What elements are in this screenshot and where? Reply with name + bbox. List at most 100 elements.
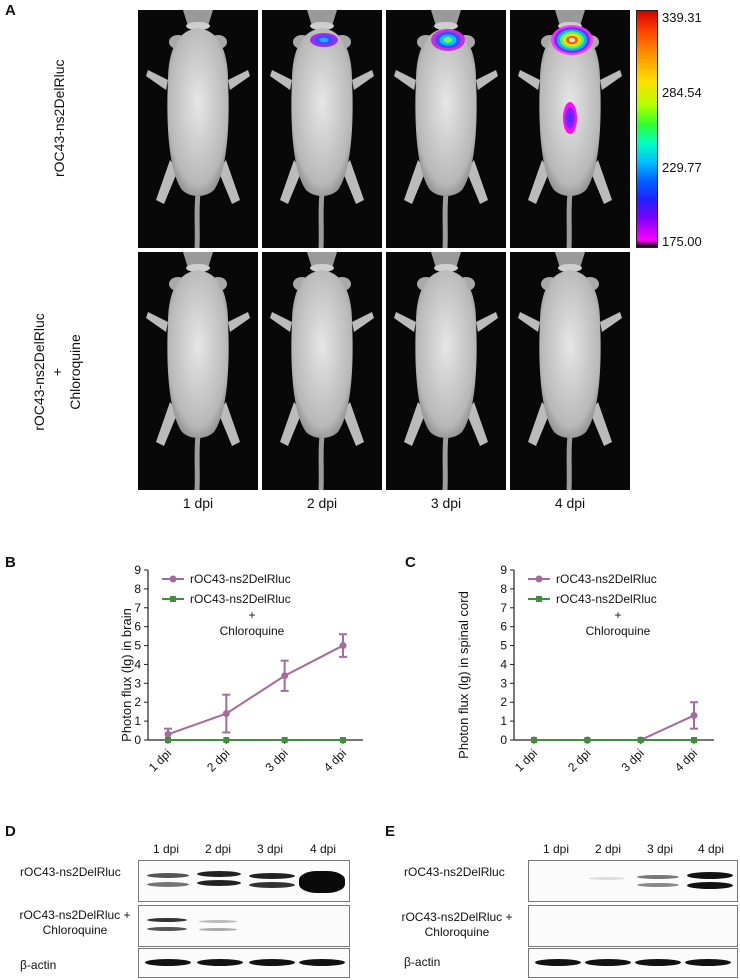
- panel-label-d: D: [5, 823, 16, 840]
- band: [299, 959, 345, 966]
- blot-d-row2-label: rOC43-ns2DelRluc + Chloroquine: [10, 908, 140, 938]
- legend-entry-line2: +: [614, 608, 621, 622]
- series-line: [534, 714, 695, 741]
- band: [637, 883, 679, 887]
- data-point: [281, 737, 288, 743]
- data-point: [531, 737, 537, 743]
- y-tick-label: 0: [134, 733, 141, 747]
- row-label-chloroquine-line1: rOC43-ns2DelRluc: [31, 313, 47, 431]
- spinal-cord-signal: [567, 112, 573, 124]
- legend-entry-line3: Chloroquine: [220, 624, 285, 638]
- legend-entry: rOC43-ns2DelRluc: [556, 572, 657, 586]
- x-tick-label: 1 dpi: [146, 746, 174, 774]
- band: [637, 875, 679, 879]
- band: [147, 873, 189, 878]
- legend-marker: [169, 575, 177, 583]
- blot-e-row1: [528, 860, 738, 902]
- tail: [318, 193, 325, 248]
- data-point: [223, 737, 230, 743]
- colorbar-max: 339.31: [662, 10, 702, 25]
- mouse-image: [138, 10, 258, 248]
- legend-marker: [170, 596, 176, 602]
- chart-c-ylabel: Photon flux (lg) in spinal cord: [456, 591, 471, 759]
- legend-marker: [536, 596, 542, 602]
- blot-d-row2: [138, 905, 350, 947]
- y-tick-label: 8: [134, 582, 141, 596]
- mouse-body: [539, 270, 601, 438]
- band: [197, 959, 243, 966]
- legend-entry-line2: +: [248, 608, 255, 622]
- row-label-chloroquine-line3: Chloroquine: [67, 334, 83, 410]
- nose-cone: [183, 252, 213, 268]
- band: [197, 871, 241, 877]
- tail: [442, 193, 449, 248]
- bioluminescence-signal: [319, 37, 329, 43]
- y-tick-label: 7: [500, 601, 507, 615]
- panel-label-e: E: [385, 823, 396, 840]
- mouse-image: [262, 252, 382, 490]
- blot-d-lane-3: 3 dpi: [256, 842, 284, 856]
- y-tick-label: 3: [500, 676, 507, 690]
- chart-spinal-cord: 0 1 2 3 4 5 6 7 8 9 1 dpi 2 dpi 3 dpi 4 dpi rOC43-ns2D…: [500, 563, 714, 775]
- panel-label-b: B: [5, 554, 16, 571]
- band: [589, 877, 625, 880]
- mouse-body: [415, 28, 477, 196]
- y-tick-label: 2: [134, 695, 141, 709]
- blot-e-row2: [528, 905, 738, 947]
- blot-e-row1-label: rOC43-ns2DelRluc: [404, 865, 505, 879]
- mouse-body: [167, 270, 229, 438]
- nose-cone: [431, 10, 461, 26]
- y-tick-label: 4: [134, 657, 141, 671]
- x-tick-label: 4 dpi: [321, 746, 349, 774]
- blot-d-row1-label: rOC43-ns2DelRluc: [20, 865, 121, 879]
- blot-d-row3-label: β-actin: [20, 958, 57, 972]
- legend-entry: rOC43-ns2DelRluc: [190, 592, 291, 606]
- band: [199, 928, 237, 931]
- colorbar-min: 175.00: [662, 234, 702, 249]
- data-point: [637, 737, 644, 743]
- dpi-label-2: 2 dpi: [306, 495, 338, 511]
- band: [249, 882, 295, 888]
- mouse-body: [415, 270, 477, 438]
- x-tick-label: 3 dpi: [262, 746, 290, 774]
- blot-d-row1: [138, 860, 350, 902]
- y-tick-label: 1: [500, 714, 507, 728]
- band: [535, 959, 581, 966]
- mouse-image: [262, 10, 382, 248]
- band: [147, 918, 187, 922]
- blot-d-lane-1: 1 dpi: [152, 842, 180, 856]
- y-tick-label: 2: [500, 695, 507, 709]
- x-tick-label: 3 dpi: [618, 746, 646, 774]
- blot-e-row2-label-line2: Chloroquine: [424, 925, 490, 939]
- y-tick-label: 3: [134, 676, 141, 690]
- blot-e-row3: [528, 948, 738, 978]
- band: [249, 873, 295, 879]
- x-tick-label: 2 dpi: [565, 746, 593, 774]
- mouse-body: [167, 28, 229, 196]
- data-point: [339, 642, 347, 650]
- nose-cone: [307, 252, 337, 268]
- dpi-label-3: 3 dpi: [430, 495, 462, 511]
- y-tick-label: 5: [134, 639, 141, 653]
- tail: [194, 435, 201, 490]
- blot-d-row2-label-line2: Chloroquine: [42, 923, 108, 937]
- colorbar-tick-2: 284.54: [662, 85, 702, 100]
- mouse-image: [510, 252, 630, 490]
- x-tick-label: 4 dpi: [672, 746, 700, 774]
- nose-cone: [555, 252, 585, 268]
- series-line: [167, 644, 344, 736]
- data-point: [691, 737, 697, 743]
- legend-entry-line3: Chloroquine: [586, 624, 651, 638]
- data-point: [281, 672, 289, 680]
- y-tick-label: 4: [500, 657, 507, 671]
- chart-b-ylabel: Photon flux (lg) in brain: [119, 608, 134, 742]
- blot-d-lane-2: 2 dpi: [204, 842, 232, 856]
- y-tick-label: 6: [500, 620, 507, 634]
- band: [585, 959, 631, 966]
- blot-e-lane-4: 4 dpi: [697, 842, 725, 856]
- y-tick-label: 9: [500, 563, 507, 577]
- row-label-chloroquine-line2: +: [49, 367, 65, 377]
- blot-d-lane-4: 4 dpi: [309, 842, 337, 856]
- data-point: [222, 710, 230, 718]
- mouse-image: [386, 10, 506, 248]
